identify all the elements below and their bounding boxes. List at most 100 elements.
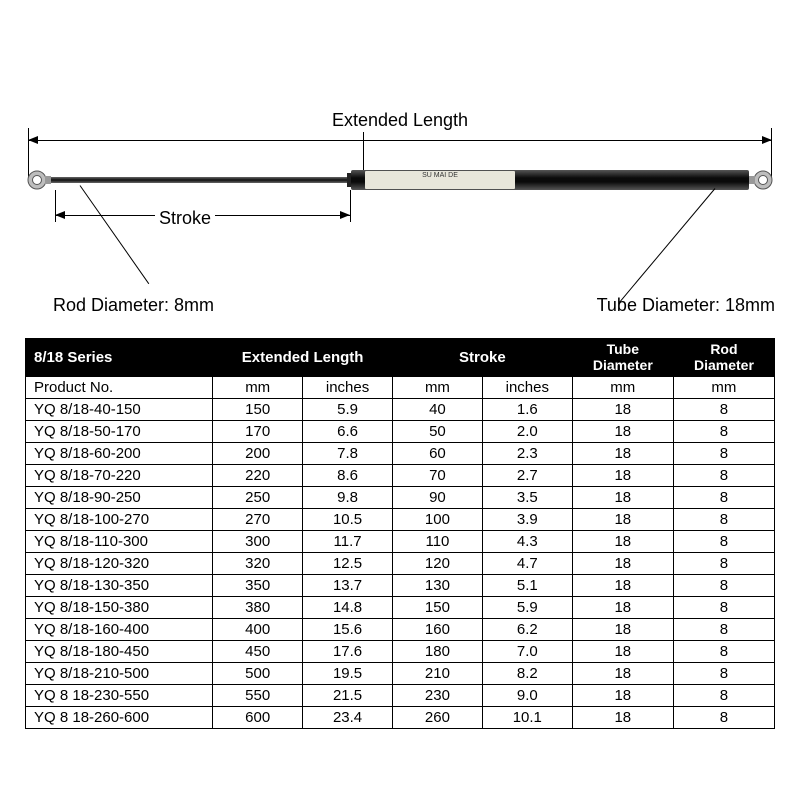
cell-ext-in: 13.7 [303,575,393,597]
extended-length-dimension-line [28,140,772,141]
cell-product: YQ 8/18-100-270 [26,509,213,531]
cell-ext-in: 21.5 [303,685,393,707]
cell-tube: 18 [572,487,673,509]
strut-rod [51,177,351,183]
cell-product: YQ 8/18-120-320 [26,553,213,575]
cell-rod: 8 [673,641,774,663]
cell-tube: 18 [572,421,673,443]
cell-stroke-mm: 90 [393,487,483,509]
cell-rod: 8 [673,619,774,641]
table-row: YQ 8 18-260-60060023.426010.1188 [26,707,775,729]
cell-tube: 18 [572,685,673,707]
table-row: YQ 8/18-60-2002007.8602.3188 [26,443,775,465]
cell-stroke-mm: 260 [393,707,483,729]
table-row: YQ 8/18-110-30030011.71104.3188 [26,531,775,553]
cell-stroke-in: 3.9 [482,509,572,531]
header-series: 8/18 Series [26,339,213,377]
cell-ext-mm: 250 [213,487,303,509]
cell-stroke-in: 2.7 [482,465,572,487]
cell-ext-mm: 350 [213,575,303,597]
end-fitting-right-icon [749,168,775,192]
cell-rod: 8 [673,553,774,575]
cell-stroke-in: 9.0 [482,685,572,707]
cell-ext-in: 10.5 [303,509,393,531]
cell-stroke-in: 4.7 [482,553,572,575]
table-row: YQ 8/18-120-32032012.51204.7188 [26,553,775,575]
cell-stroke-in: 1.6 [482,399,572,421]
cell-rod: 8 [673,531,774,553]
cell-tube: 18 [572,531,673,553]
header-extended-length: Extended Length [213,339,393,377]
cell-ext-in: 7.8 [303,443,393,465]
cell-ext-in: 6.6 [303,421,393,443]
tube-brand-label: SU MAI DE [365,171,515,189]
cell-ext-mm: 450 [213,641,303,663]
cell-stroke-in: 2.3 [482,443,572,465]
cell-stroke-in: 10.1 [482,707,572,729]
cell-product: YQ 8/18-90-250 [26,487,213,509]
table-row: YQ 8/18-180-45045017.61807.0188 [26,641,775,663]
cell-tube: 18 [572,553,673,575]
header-stroke: Stroke [393,339,573,377]
cell-tube: 18 [572,597,673,619]
cell-ext-in: 12.5 [303,553,393,575]
cell-ext-mm: 300 [213,531,303,553]
cell-product: YQ 8/18-150-380 [26,597,213,619]
table-row: YQ 8/18-150-38038014.81505.9188 [26,597,775,619]
cell-stroke-mm: 110 [393,531,483,553]
cell-ext-mm: 200 [213,443,303,465]
cell-ext-in: 14.8 [303,597,393,619]
cell-ext-mm: 550 [213,685,303,707]
cell-product: YQ 8/18-210-500 [26,663,213,685]
table-row: YQ 8/18-50-1701706.6502.0188 [26,421,775,443]
cell-stroke-in: 8.2 [482,663,572,685]
cell-stroke-mm: 70 [393,465,483,487]
subheader-inches: inches [303,377,393,399]
table-row: YQ 8/18-160-40040015.61606.2188 [26,619,775,641]
cell-stroke-mm: 120 [393,553,483,575]
tube-diameter-label: Tube Diameter: 18mm [597,295,775,316]
arrow-left-icon [28,136,38,144]
cell-product: YQ 8/18-60-200 [26,443,213,465]
cell-tube: 18 [572,575,673,597]
cell-stroke-in: 3.5 [482,487,572,509]
header-tube-diameter: Tube Diameter [572,339,673,377]
cell-ext-mm: 170 [213,421,303,443]
cell-tube: 18 [572,707,673,729]
cell-rod: 8 [673,663,774,685]
arrow-left-icon [55,211,65,219]
arrow-right-icon [340,211,350,219]
cell-rod: 8 [673,487,774,509]
cell-ext-in: 19.5 [303,663,393,685]
gas-strut-diagram: Extended Length SU MAI DE Stroke Rod Dia… [25,110,775,330]
cell-tube: 18 [572,465,673,487]
cell-ext-in: 23.4 [303,707,393,729]
subheader-mm: mm [673,377,774,399]
cell-ext-in: 8.6 [303,465,393,487]
cell-ext-in: 5.9 [303,399,393,421]
cell-product: YQ 8 18-230-550 [26,685,213,707]
cell-rod: 8 [673,421,774,443]
cell-rod: 8 [673,465,774,487]
cell-ext-mm: 270 [213,509,303,531]
cell-product: YQ 8/18-180-450 [26,641,213,663]
cell-product: YQ 8 18-260-600 [26,707,213,729]
cell-stroke-mm: 60 [393,443,483,465]
cell-stroke-mm: 100 [393,509,483,531]
cell-stroke-in: 4.3 [482,531,572,553]
cell-ext-mm: 400 [213,619,303,641]
cell-ext-mm: 220 [213,465,303,487]
cell-tube: 18 [572,663,673,685]
subheader-mm: mm [213,377,303,399]
cell-product: YQ 8/18-110-300 [26,531,213,553]
cell-stroke-in: 6.2 [482,619,572,641]
table-row: YQ 8 18-230-55055021.52309.0188 [26,685,775,707]
table-subheader-row: Product No. mm inches mm inches mm mm [26,377,775,399]
cell-stroke-in: 5.9 [482,597,572,619]
table-row: YQ 8/18-130-35035013.71305.1188 [26,575,775,597]
cell-ext-mm: 380 [213,597,303,619]
header-rod-diameter: Rod Diameter [673,339,774,377]
table-row: YQ 8/18-90-2502509.8903.5188 [26,487,775,509]
cell-product: YQ 8/18-40-150 [26,399,213,421]
subheader-inches: inches [482,377,572,399]
